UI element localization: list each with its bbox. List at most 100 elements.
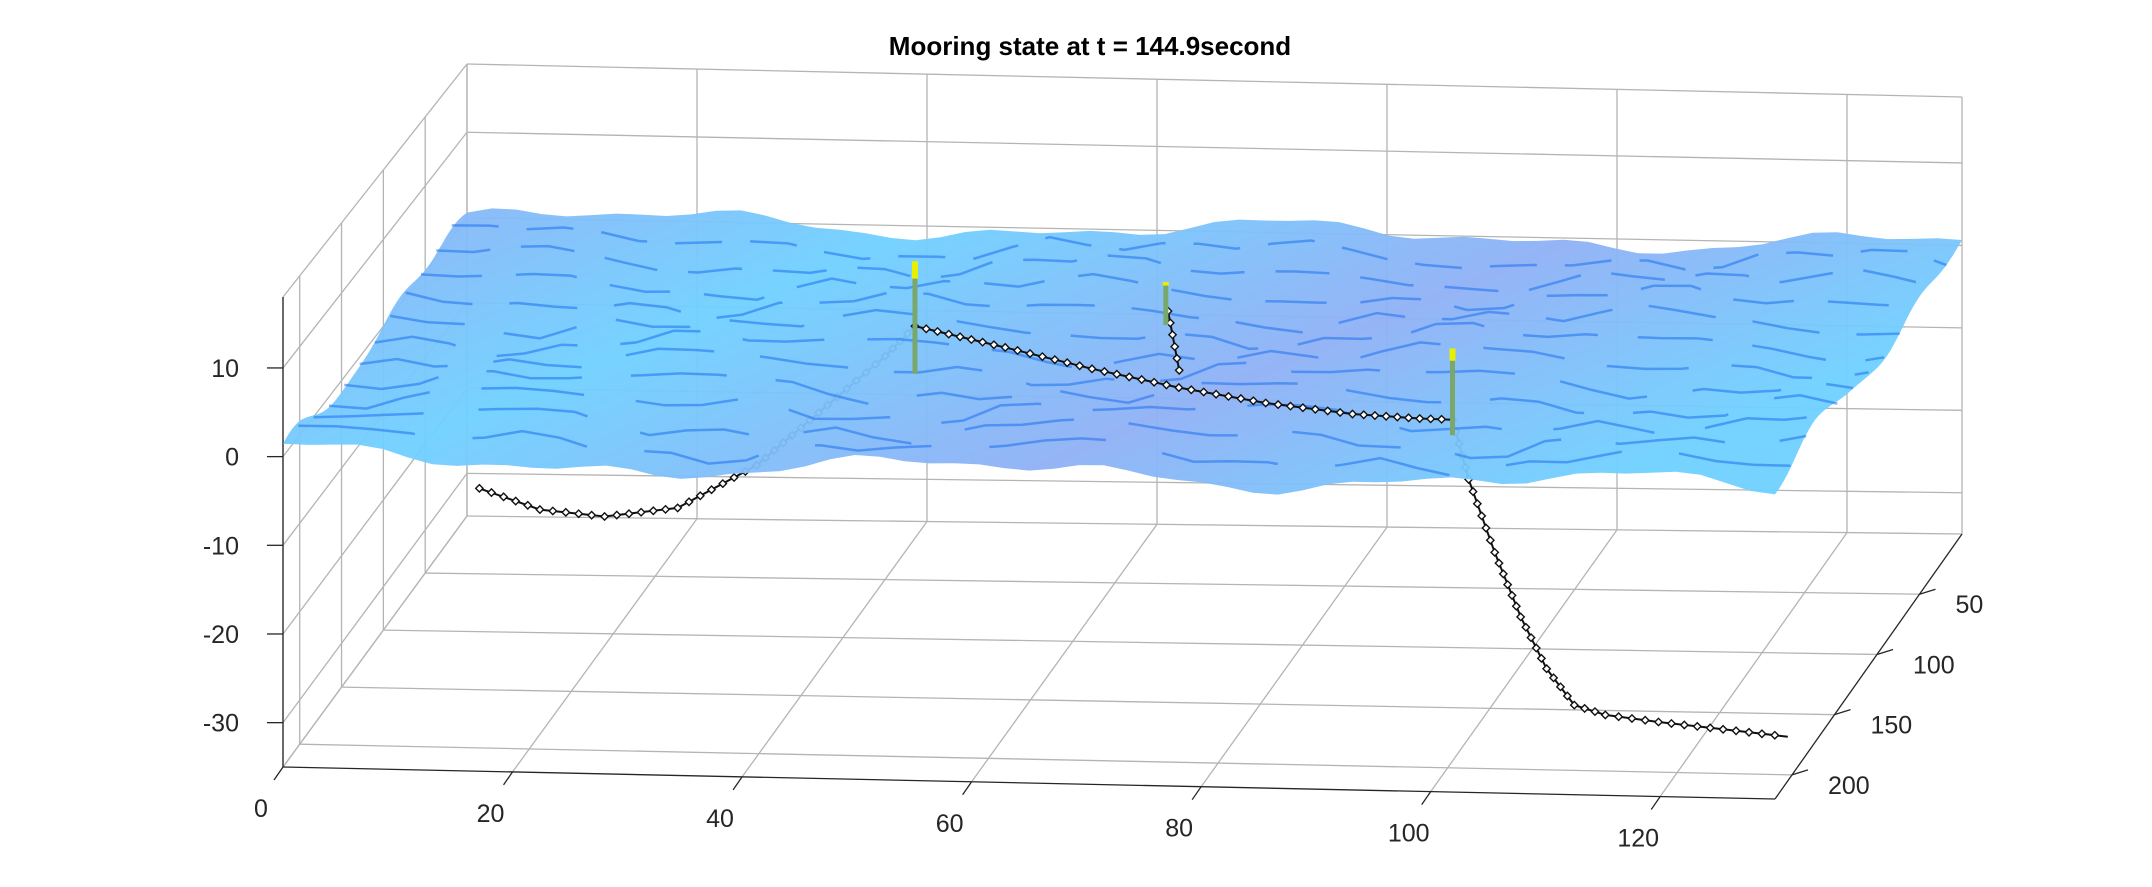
x-grid-line [1200, 526, 1388, 788]
mooring-node [535, 504, 545, 515]
mooring-node [1718, 724, 1728, 735]
mooring-node [1062, 358, 1072, 368]
mooring-node [612, 510, 622, 520]
mooring-node [1562, 691, 1573, 701]
mooring-node [944, 329, 954, 339]
z-tick-label: 10 [211, 355, 239, 383]
z-tick-label: -30 [203, 710, 239, 738]
mooring-node [1507, 590, 1517, 601]
mooring-node [1426, 414, 1436, 424]
mooring-node [474, 483, 485, 494]
mooring-node [1705, 723, 1715, 733]
mooring-node [1170, 341, 1180, 352]
x-grid-line [1430, 529, 1618, 792]
mooring-node [523, 500, 533, 510]
mooring-node [718, 478, 728, 489]
mooring-node [1161, 380, 1172, 390]
wave-crest [390, 308, 1885, 365]
mooring-node [1490, 547, 1500, 558]
mooring-node [1757, 729, 1767, 739]
y-grid-line [299, 743, 1793, 776]
mooring-node [1223, 391, 1234, 402]
mooring-node [1515, 612, 1526, 622]
x-tick-mark [503, 771, 514, 786]
x-grid-line [741, 521, 928, 778]
y-tick-mark [1919, 588, 1936, 595]
mooring-node [624, 509, 634, 519]
mooring-node [1248, 396, 1258, 406]
mooring-node [1526, 632, 1536, 643]
mooring-node [1640, 715, 1650, 725]
y-tick-label: 100 [1913, 651, 1955, 679]
mooring-node [1137, 374, 1147, 385]
z-tick-label: 0 [225, 444, 239, 472]
mooring-node [1087, 364, 1097, 374]
mooring-node [1511, 601, 1522, 611]
mooring-node [989, 340, 999, 350]
mooring-node [574, 509, 584, 519]
mooring-node [1521, 622, 1531, 632]
mooring-node [1310, 404, 1320, 414]
mooring-node [1037, 351, 1048, 362]
y-tick-label: 150 [1871, 712, 1913, 740]
y-tick-label: 50 [1956, 591, 1984, 619]
mooring-node [1502, 579, 1513, 590]
mooring-node [1012, 345, 1023, 356]
wave-crest [344, 369, 1838, 419]
mooring-node [1347, 409, 1358, 419]
y-tick-mark [1791, 769, 1809, 776]
mooring-node [977, 337, 988, 347]
mooring-node [1472, 499, 1483, 509]
mooring-node [1099, 366, 1110, 377]
mooring-node [1477, 511, 1487, 521]
mooring-node [1112, 369, 1122, 379]
mooring-node [684, 497, 694, 507]
box-edge [466, 515, 1963, 535]
x-tick-mark [962, 781, 973, 796]
mooring-node [1000, 342, 1010, 353]
mooring-node [1236, 393, 1246, 404]
mooring-node [966, 334, 977, 345]
x-tick-label: 40 [706, 805, 734, 833]
mooring-node [706, 485, 717, 495]
wave-crest [298, 424, 1791, 478]
mooring-node [695, 491, 705, 501]
mooring-node [1436, 414, 1447, 424]
free-surface [283, 208, 1962, 495]
z-grid-line [282, 131, 468, 369]
x-axis-line [282, 766, 1776, 800]
wave-crest [359, 347, 1854, 400]
mooring-node [511, 496, 521, 506]
x-tick-label: 20 [477, 800, 505, 828]
x-grid-line [971, 523, 1158, 783]
mooring-node [486, 487, 497, 498]
mooring-node [1481, 523, 1491, 533]
x-tick-label: 100 [1388, 820, 1430, 848]
mooring-node [1468, 486, 1478, 497]
box-edge [282, 63, 468, 298]
mooring-node [1627, 713, 1637, 724]
mooring-node [636, 507, 646, 517]
mooring-node [1165, 318, 1175, 328]
mooring-node [1692, 721, 1702, 732]
x-tick-mark [1421, 791, 1432, 805]
mooring-node [1124, 372, 1134, 382]
mooring-node [1392, 412, 1402, 422]
mooring-node [1653, 717, 1664, 727]
mooring-node [1359, 410, 1369, 420]
surface-patch [283, 208, 1962, 495]
mooring-node [1298, 403, 1308, 413]
x-tick-label: 80 [1165, 815, 1193, 843]
chart-title: Mooring state at t = 144.9second [889, 31, 1291, 61]
mooring-node [1335, 407, 1345, 418]
wave-crest [313, 407, 1807, 460]
mooring-node [498, 492, 509, 502]
z-tick-label: -20 [203, 621, 239, 649]
box-edge [282, 515, 468, 768]
y-grid-line [383, 629, 1878, 656]
mooring-node [1485, 535, 1495, 545]
x-tick-mark [732, 776, 743, 791]
mooring-node [1199, 387, 1209, 397]
